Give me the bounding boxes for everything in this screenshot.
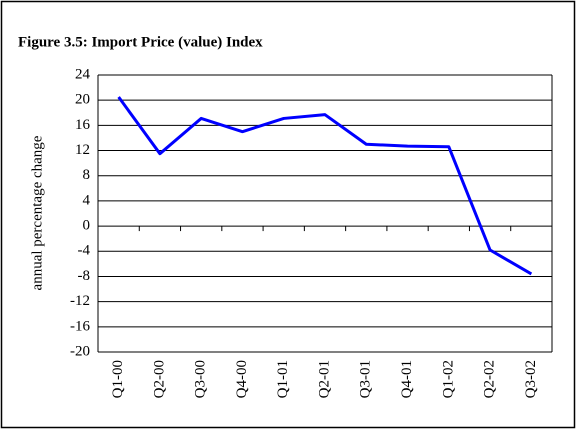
- y-tick-label: 8: [83, 167, 91, 183]
- x-tick-label: Q4-01: [399, 360, 415, 398]
- y-tick-label: 12: [75, 142, 90, 158]
- y-tick-label: 20: [75, 92, 90, 108]
- y-tick-label: -4: [78, 243, 91, 259]
- y-tick-label: -16: [70, 318, 90, 334]
- x-tick-label: Q2-00: [151, 360, 167, 398]
- y-tick-label: 16: [75, 117, 91, 133]
- x-tick-label: Q4-00: [234, 360, 250, 398]
- y-tick-label: 0: [83, 218, 91, 234]
- y-axis-label: annual percentage change: [29, 135, 45, 290]
- y-tick-label: -12: [70, 293, 90, 309]
- x-tick-label: Q3-02: [523, 360, 539, 398]
- x-tick-label: Q2-01: [316, 360, 332, 398]
- x-tick-label: Q3-01: [358, 360, 374, 398]
- line-series: [117, 96, 533, 276]
- y-tick-label: -8: [78, 268, 91, 284]
- x-tick-label: Q1-00: [110, 360, 126, 398]
- x-tick-label: Q1-02: [440, 360, 456, 398]
- y-tick-label: -20: [70, 343, 90, 359]
- x-tick-label: Q2-02: [482, 360, 498, 398]
- x-tick-label: Q3-00: [193, 360, 209, 398]
- x-tick-label: Q1-01: [275, 360, 291, 398]
- y-tick-label: 24: [75, 66, 91, 82]
- chart-title: Figure 3.5: Import Price (value) Index: [18, 34, 263, 50]
- y-tick-label: 4: [83, 192, 91, 208]
